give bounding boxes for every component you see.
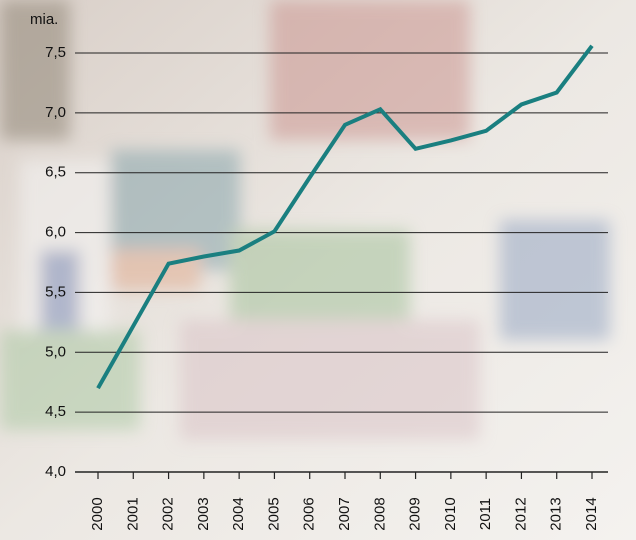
- x-tick-label: 2009: [407, 497, 424, 530]
- x-tick-label: 2007: [336, 497, 353, 530]
- y-tick-label: 4,0: [45, 463, 66, 480]
- unit-label: mia.: [30, 11, 58, 28]
- y-tick-label: 7,0: [45, 104, 66, 121]
- x-tick-label: 2008: [371, 497, 388, 530]
- x-tick-label: 2010: [442, 497, 459, 530]
- x-tick-label: 2013: [548, 497, 565, 530]
- x-tick-label: 2004: [230, 497, 247, 530]
- x-tick-label: 2005: [265, 497, 282, 530]
- x-tick-label: 2012: [512, 497, 529, 530]
- data-line: [96, 44, 594, 390]
- y-tick-label: 5,0: [45, 343, 66, 360]
- x-tick-label: 2001: [124, 497, 141, 530]
- y-tick-label: 4,5: [45, 403, 66, 420]
- x-tick-label: 2011: [477, 498, 494, 530]
- y-tick-label: 5,5: [45, 283, 66, 300]
- y-tick-label: 6,5: [45, 164, 66, 181]
- y-tick-label: 7,5: [45, 44, 66, 61]
- x-tick-label: 2006: [301, 497, 318, 530]
- x-tick-label: 2002: [160, 497, 177, 530]
- x-tick-label: 2003: [195, 497, 212, 530]
- x-tick-label: 2000: [89, 497, 106, 530]
- background-photo: [0, 0, 610, 440]
- x-tick-label: 2014: [583, 497, 600, 530]
- y-tick-label: 6,0: [45, 224, 66, 241]
